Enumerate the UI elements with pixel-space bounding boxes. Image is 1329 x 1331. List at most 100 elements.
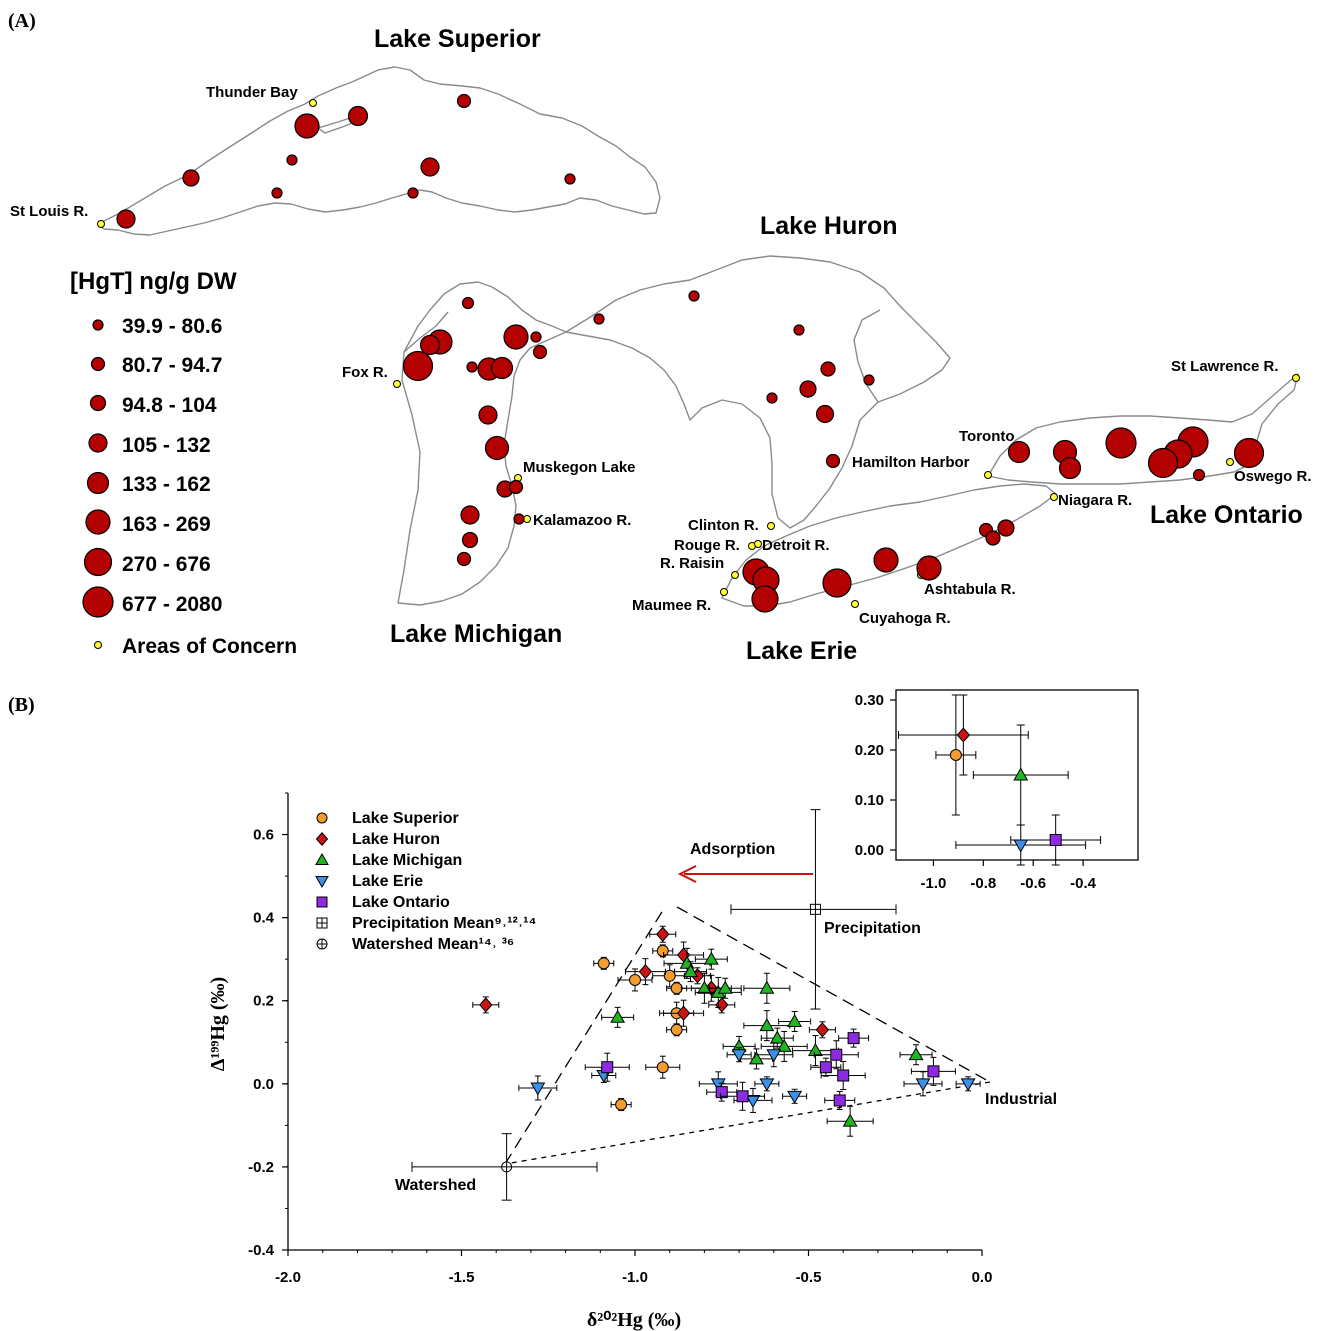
inset-scatter-plot: -1.0 -0.8 -0.6 -0.4 0.00 0.10 0.20 0.30 — [855, 689, 1139, 892]
data-point — [656, 1061, 669, 1074]
x-tick-label: -0.5 — [796, 1269, 822, 1286]
legend-swatch — [83, 547, 113, 577]
lake-michigan-outline — [397, 281, 567, 606]
inset-x-tick-label: -1.0 — [920, 875, 946, 892]
y-tick-label: -0.2 — [248, 1159, 274, 1176]
legend-marker — [315, 831, 329, 847]
site — [997, 519, 1015, 537]
site — [1058, 456, 1082, 480]
panel-a-label: (A) — [8, 10, 36, 32]
legend-swatch — [89, 394, 107, 412]
data-point — [819, 1061, 832, 1074]
site — [456, 93, 472, 109]
site — [916, 555, 942, 581]
bruce-peninsula — [853, 309, 881, 403]
data-point — [759, 1078, 775, 1092]
label-st-louis: St Louis R. — [10, 203, 88, 220]
y-axis-title: Δ¹⁹⁹Hg (‰) — [207, 977, 229, 1071]
data-point — [615, 1098, 628, 1111]
data-point — [736, 1090, 749, 1103]
lake-michigan-label: Lake Michigan — [390, 620, 562, 648]
x-tick-label: -1.0 — [622, 1269, 648, 1286]
main-scatter-plot: Adsorption Precipitation Industrial Wate… — [207, 792, 1057, 1331]
legend-swatch — [82, 586, 114, 618]
legend-label: Lake Erie — [352, 873, 423, 890]
site — [766, 392, 778, 404]
data-point — [847, 1032, 860, 1045]
site — [822, 568, 852, 598]
data-point — [703, 951, 719, 965]
site — [420, 157, 440, 177]
site — [532, 344, 548, 360]
data-point — [683, 964, 698, 978]
legend-marker — [316, 812, 328, 824]
data-point — [787, 1013, 803, 1027]
legend-swatch — [86, 471, 110, 495]
x-axis-title: δ²⁰²Hg (‰) — [587, 1309, 681, 1331]
data-point — [830, 1048, 843, 1061]
legend-label: Lake Michigan — [352, 852, 462, 869]
site — [751, 585, 779, 613]
mixing-line-precip-industrial — [676, 906, 991, 1083]
legend-marker-cross — [317, 939, 327, 949]
inset-x-tick-label: -0.4 — [1070, 875, 1097, 892]
aoc-detroit — [754, 540, 762, 548]
legend-marker-cross — [317, 918, 327, 928]
aoc-st-lawrence — [1292, 374, 1300, 382]
x-tick-label: -2.0 — [275, 1269, 301, 1286]
x-tick-label: 0.0 — [972, 1269, 993, 1286]
site — [513, 513, 525, 525]
label-st-lawrence: St Lawrence R. — [1171, 358, 1279, 375]
legend-marker — [315, 852, 329, 865]
site — [466, 361, 478, 373]
legend-range: 94.8 - 104 — [122, 394, 217, 417]
mixing-line-watershed-precip — [504, 906, 666, 1165]
data-point — [731, 1049, 747, 1063]
legend-range: 677 - 2080 — [122, 593, 222, 616]
inset-x-tick-label: -0.6 — [1020, 875, 1046, 892]
label-maumee: Maumee R. — [632, 597, 711, 614]
y-tick-label: -0.4 — [248, 1242, 275, 1259]
chart-legend: Lake Superior Lake Huron Lake Michigan Lake… — [315, 810, 536, 953]
site — [815, 404, 835, 424]
sediment-sites — [116, 93, 1265, 613]
legend-label: Lake Huron — [352, 831, 440, 848]
site — [985, 530, 1001, 546]
site — [347, 105, 369, 127]
legend-range: 80.7 - 94.7 — [122, 354, 222, 377]
label-thunder-bay: Thunder Bay — [206, 84, 298, 101]
label-toronto: Toronto — [959, 428, 1015, 445]
data-point — [842, 1113, 858, 1127]
inset-y-tick-label: 0.00 — [855, 842, 884, 859]
adsorption-label: Adsorption — [690, 841, 775, 858]
legend-aoc-label: Areas of Concern — [122, 635, 297, 658]
site — [478, 405, 498, 425]
legend-range: 133 - 162 — [122, 473, 211, 496]
site — [825, 453, 841, 469]
inset-data-point — [949, 749, 962, 761]
site — [461, 296, 475, 310]
aoc-fox — [393, 380, 401, 388]
label-cuyahoga: Cuyahoga R. — [859, 610, 951, 627]
panel-a-map: (A) — [8, 10, 1312, 665]
panel-b-chart: (B) Adsorption Precipitation Industrial … — [8, 689, 1139, 1331]
data-point — [530, 1082, 546, 1096]
label-rouge: Rouge R. — [674, 537, 740, 554]
legend-label: Watershed Mean¹⁴˒ ³⁶ — [352, 936, 514, 953]
legend-range: 270 - 676 — [122, 553, 211, 576]
legend-swatch — [85, 509, 111, 535]
mean-marker-cross — [501, 1161, 512, 1172]
map-legend: [HgT] ng/g DW 39.9 - 80.6 80.7 - 94.7 94… — [70, 268, 297, 658]
site — [286, 154, 298, 166]
aoc-oswego — [1226, 458, 1234, 466]
data-point — [663, 969, 676, 982]
site — [456, 551, 472, 567]
x-tick-label: -1.5 — [449, 1269, 475, 1286]
inset-x-tick-label: -0.8 — [970, 875, 996, 892]
site — [116, 209, 136, 229]
site — [1007, 440, 1031, 464]
mean-marker-cross — [810, 904, 821, 915]
data-point — [908, 1047, 924, 1061]
label-niagara: Niagara R. — [1058, 492, 1132, 509]
data-point — [717, 980, 733, 994]
